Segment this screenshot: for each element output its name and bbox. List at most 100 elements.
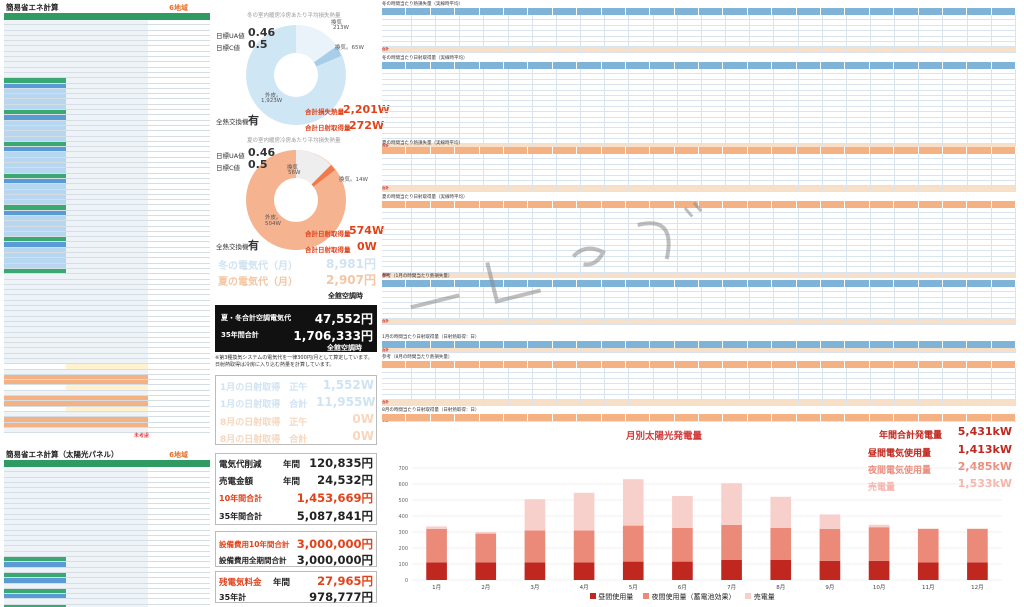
input-row[interactable] [4,311,210,317]
input-row[interactable] [4,46,210,52]
input-row[interactable] [4,205,210,211]
input-row[interactable] [4,215,210,222]
input-row[interactable] [4,263,210,269]
input-row[interactable] [4,226,210,232]
input-row[interactable] [4,401,210,407]
input-row[interactable] [4,343,210,349]
input-row[interactable] [4,551,210,558]
input-row[interactable] [4,588,210,595]
input-row[interactable] [4,327,210,333]
input-row[interactable] [4,231,210,238]
input-row[interactable] [4,110,210,116]
input-row[interactable] [4,88,210,95]
input-row[interactable] [4,99,210,105]
input-row[interactable] [4,258,210,264]
input-row[interactable] [4,25,210,31]
input-row[interactable] [4,94,210,100]
input-row[interactable] [4,30,210,36]
input-row[interactable] [4,157,210,164]
input-row[interactable] [4,83,210,89]
input-row[interactable] [4,541,210,547]
input-row[interactable] [4,136,210,142]
input-row[interactable] [4,514,210,520]
input-row[interactable] [4,306,210,312]
input-row[interactable] [4,125,210,132]
input-row[interactable] [4,237,210,243]
input-row[interactable] [4,546,210,552]
input-row[interactable] [4,557,210,563]
input-row[interactable] [4,147,210,153]
input-row[interactable] [4,396,210,402]
input-row[interactable] [4,268,210,275]
input-row[interactable] [4,242,210,248]
sheet-rows[interactable] [4,20,210,434]
input-row[interactable] [4,385,210,391]
input-row[interactable] [4,604,210,607]
input-row[interactable] [4,369,210,375]
input-row[interactable] [4,284,210,291]
input-row[interactable] [4,253,210,259]
input-row[interactable] [4,498,210,505]
input-row[interactable] [4,353,210,359]
input-row[interactable] [4,493,210,499]
input-row[interactable] [4,152,210,158]
input-row[interactable] [4,525,210,531]
input-row[interactable] [4,51,210,58]
input-row[interactable] [4,583,210,589]
input-row[interactable] [4,67,210,73]
input-row[interactable] [4,348,210,354]
input-row[interactable] [4,422,210,428]
input-row[interactable] [4,72,210,79]
input-row[interactable] [4,599,210,605]
input-row[interactable] [4,359,210,365]
input-row[interactable] [4,316,210,322]
input-row[interactable] [4,509,210,515]
input-row[interactable] [4,141,210,148]
input-row[interactable] [4,78,210,84]
input-row[interactable] [4,332,210,338]
input-row[interactable] [4,194,210,201]
input-row[interactable] [4,406,210,412]
input-row[interactable] [4,530,210,536]
input-row[interactable] [4,467,210,473]
input-row[interactable] [4,41,210,47]
input-row[interactable] [4,115,210,121]
input-row[interactable] [4,104,210,111]
input-row[interactable] [4,321,210,328]
input-row[interactable] [4,168,210,174]
input-row[interactable] [4,472,210,478]
input-row[interactable] [4,57,210,63]
input-row[interactable] [4,20,210,26]
input-row[interactable] [4,427,210,434]
input-row[interactable] [4,189,210,195]
input-row[interactable] [4,200,210,206]
input-row[interactable] [4,210,210,216]
input-row[interactable] [4,374,210,381]
input-row[interactable] [4,504,210,510]
input-row[interactable] [4,163,210,169]
input-row[interactable] [4,562,210,568]
input-row[interactable] [4,120,210,126]
input-row[interactable] [4,482,210,489]
input-row[interactable] [4,519,210,526]
input-row[interactable] [4,62,210,68]
input-row[interactable] [4,131,210,137]
input-row[interactable] [4,184,210,190]
input-row[interactable] [4,279,210,285]
input-row[interactable] [4,337,210,344]
input-row[interactable] [4,295,210,301]
sheet2-rows[interactable] [4,467,210,607]
input-row[interactable] [4,364,210,370]
input-row[interactable] [4,488,210,494]
input-row[interactable] [4,380,210,386]
input-row[interactable] [4,178,210,185]
input-row[interactable] [4,290,210,296]
input-row[interactable] [4,173,210,179]
input-row[interactable] [4,578,210,584]
input-row[interactable] [4,567,210,573]
input-row[interactable] [4,390,210,397]
input-row[interactable] [4,300,210,307]
input-row[interactable] [4,477,210,483]
input-row[interactable] [4,274,210,280]
input-row[interactable] [4,572,210,579]
